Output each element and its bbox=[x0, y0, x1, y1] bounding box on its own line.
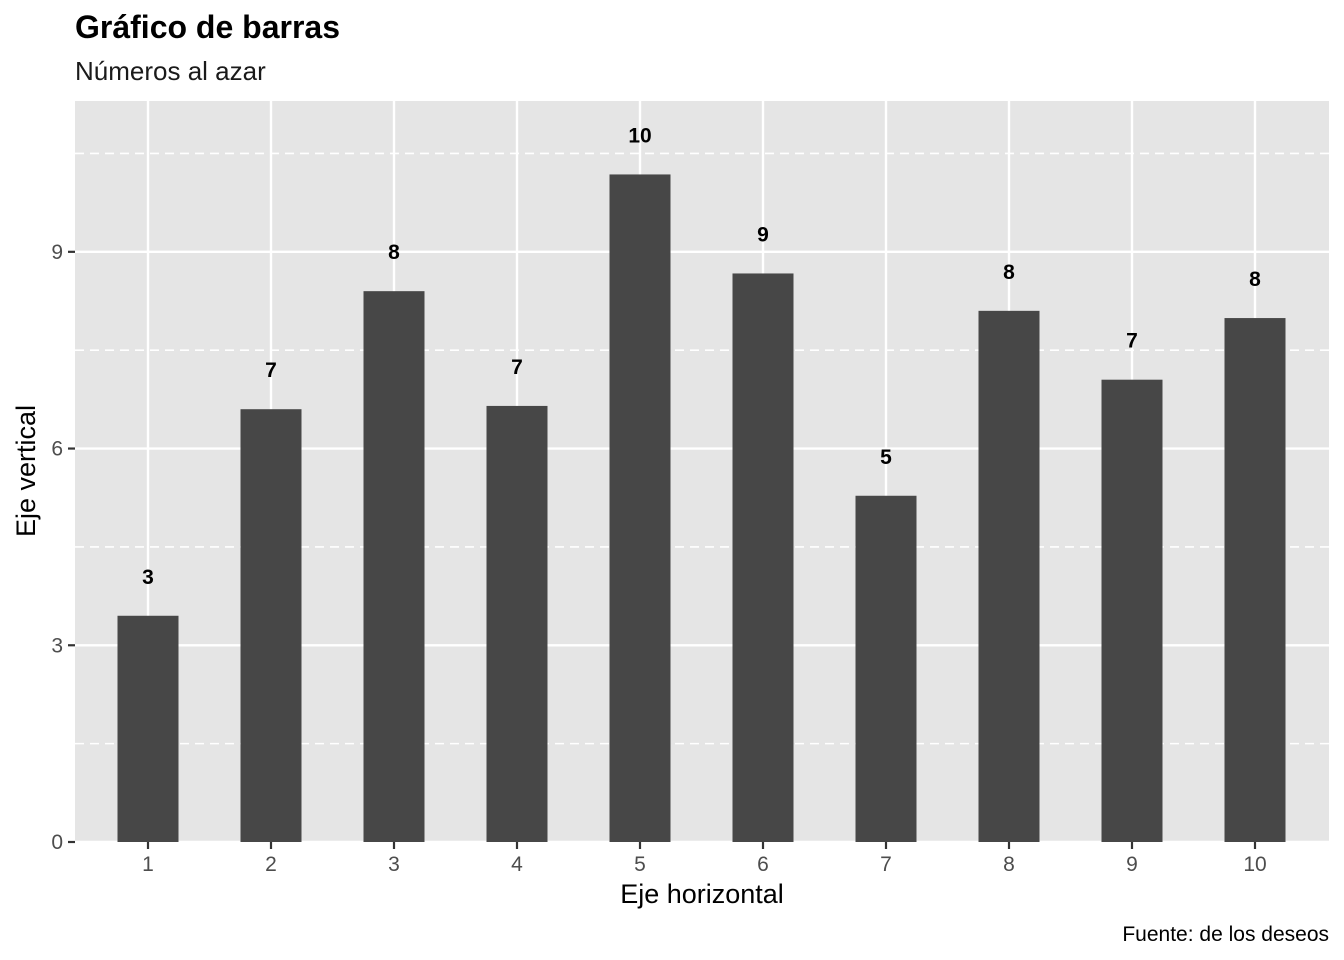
x-tick-label: 1 bbox=[142, 853, 154, 876]
bar-value-label: 7 bbox=[265, 359, 277, 382]
y-tick-label: 3 bbox=[51, 634, 63, 657]
bar-value-label: 5 bbox=[880, 446, 892, 469]
bars bbox=[117, 174, 1286, 843]
x-tick-label: 10 bbox=[1243, 853, 1266, 876]
x-axis-title: Eje horizontal bbox=[620, 879, 784, 909]
bar bbox=[363, 291, 425, 842]
x-tick-label: 3 bbox=[388, 853, 400, 876]
bar-value-label: 7 bbox=[1126, 330, 1138, 353]
y-axis-title: Eje vertical bbox=[11, 405, 41, 537]
bar-value-label: 8 bbox=[1249, 268, 1261, 291]
bar-value-label: 8 bbox=[1003, 261, 1015, 284]
y-tick-label: 9 bbox=[51, 241, 63, 264]
bar-value-label: 9 bbox=[757, 223, 769, 246]
chart-subtitle: Números al azar bbox=[75, 56, 266, 86]
chart-caption: Fuente: de los deseos bbox=[1122, 923, 1329, 946]
bar bbox=[978, 310, 1040, 842]
x-tick-label: 2 bbox=[265, 853, 277, 876]
bar bbox=[732, 273, 794, 842]
data-labels: 3 7 8 7 10 9 5 8 7 8 bbox=[142, 124, 1261, 588]
y-tick-label: 6 bbox=[51, 438, 63, 461]
bar bbox=[609, 174, 671, 843]
bar-value-label: 10 bbox=[628, 124, 651, 147]
bar-value-label: 8 bbox=[388, 241, 400, 264]
bar bbox=[486, 405, 548, 842]
bar-value-label: 7 bbox=[511, 356, 523, 379]
x-tick-label: 9 bbox=[1126, 853, 1138, 876]
x-tick-label: 8 bbox=[1003, 853, 1015, 876]
x-tick-label: 4 bbox=[511, 853, 523, 876]
x-tick-label: 7 bbox=[880, 853, 892, 876]
y-axis: 0 3 6 9 bbox=[51, 241, 75, 854]
x-tick-label: 6 bbox=[757, 853, 769, 876]
bar bbox=[855, 495, 917, 842]
x-axis: 1 2 3 4 5 6 7 8 9 10 bbox=[142, 842, 1267, 876]
x-tick-label: 5 bbox=[634, 853, 646, 876]
bar bbox=[117, 615, 179, 842]
bar bbox=[1224, 318, 1286, 843]
bar bbox=[1101, 379, 1163, 842]
y-tick-label: 0 bbox=[51, 831, 63, 854]
chart-title: Gráfico de barras bbox=[75, 9, 340, 45]
bar-value-label: 3 bbox=[142, 566, 154, 589]
bar bbox=[240, 409, 302, 842]
